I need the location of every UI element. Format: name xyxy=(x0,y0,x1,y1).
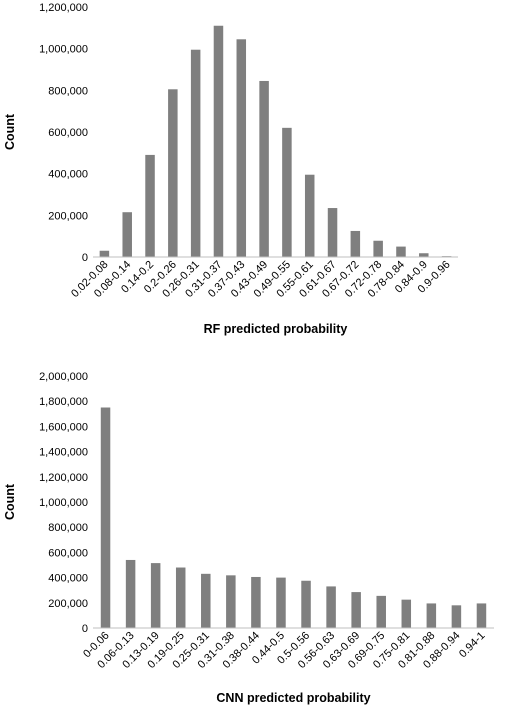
y-tick-label: 0 xyxy=(82,623,88,635)
bar xyxy=(125,559,136,628)
y-tick-label: 1,000,000 xyxy=(39,497,88,509)
bar xyxy=(259,80,269,257)
y-tick-label: 200,000 xyxy=(48,210,88,222)
y-tick-label: 600,000 xyxy=(48,547,88,559)
y-tick-label: 1,200,000 xyxy=(39,2,88,14)
bar xyxy=(168,89,178,258)
bar xyxy=(304,174,315,257)
bar xyxy=(419,253,429,257)
y-tick-label: 400,000 xyxy=(48,169,88,181)
rf-histogram-chart: 0 200,000 400,000 600,000 800,000 1,000,000 1,… xyxy=(3,2,458,336)
y-tick-label: 200,000 xyxy=(48,598,88,610)
bar xyxy=(190,49,201,258)
bar xyxy=(175,567,186,628)
y-axis-title: Count xyxy=(3,483,17,520)
y-tick-label: 600,000 xyxy=(48,127,88,139)
x-axis-title: RF predicted probability xyxy=(204,322,348,336)
bar xyxy=(401,599,412,628)
y-tick-label: 1,400,000 xyxy=(39,447,88,459)
bar xyxy=(327,208,338,257)
bar xyxy=(326,586,336,628)
bar xyxy=(451,605,462,628)
y-tick-label: 1,600,000 xyxy=(39,421,88,433)
bar xyxy=(226,575,236,628)
bar xyxy=(122,212,132,257)
bar xyxy=(396,246,406,257)
y-tick-label: 1,800,000 xyxy=(39,396,88,408)
y-tick-label: 2,000,000 xyxy=(39,371,88,383)
bar xyxy=(301,580,311,628)
bar xyxy=(150,563,161,628)
y-tick-label: 800,000 xyxy=(48,85,88,97)
bar xyxy=(426,603,437,628)
bar xyxy=(236,39,247,257)
bar xyxy=(99,250,110,257)
bar xyxy=(476,603,487,628)
bar xyxy=(201,573,211,628)
bar xyxy=(213,25,224,257)
bar xyxy=(373,240,383,257)
bar xyxy=(251,576,261,628)
y-tick-label: 0 xyxy=(82,252,88,264)
x-axis-title: CNN predicted probability xyxy=(216,691,370,705)
y-tick-label: 800,000 xyxy=(48,522,88,534)
y-axis-title: Count xyxy=(3,113,17,150)
cnn-histogram-chart: 0 200,000 400,000 600,000 800,000 1,000,000 1,… xyxy=(3,371,494,705)
bar xyxy=(351,592,361,628)
x-tick-label: 0.94-1 xyxy=(457,630,488,661)
bar xyxy=(350,230,361,257)
y-tick-label: 1,200,000 xyxy=(39,472,88,484)
bar xyxy=(282,127,292,257)
bar xyxy=(145,154,155,257)
y-tick-label: 1,000,000 xyxy=(39,44,88,56)
bar xyxy=(276,577,286,628)
bar xyxy=(376,595,386,628)
y-tick-label: 400,000 xyxy=(48,573,88,585)
bar xyxy=(100,407,111,628)
